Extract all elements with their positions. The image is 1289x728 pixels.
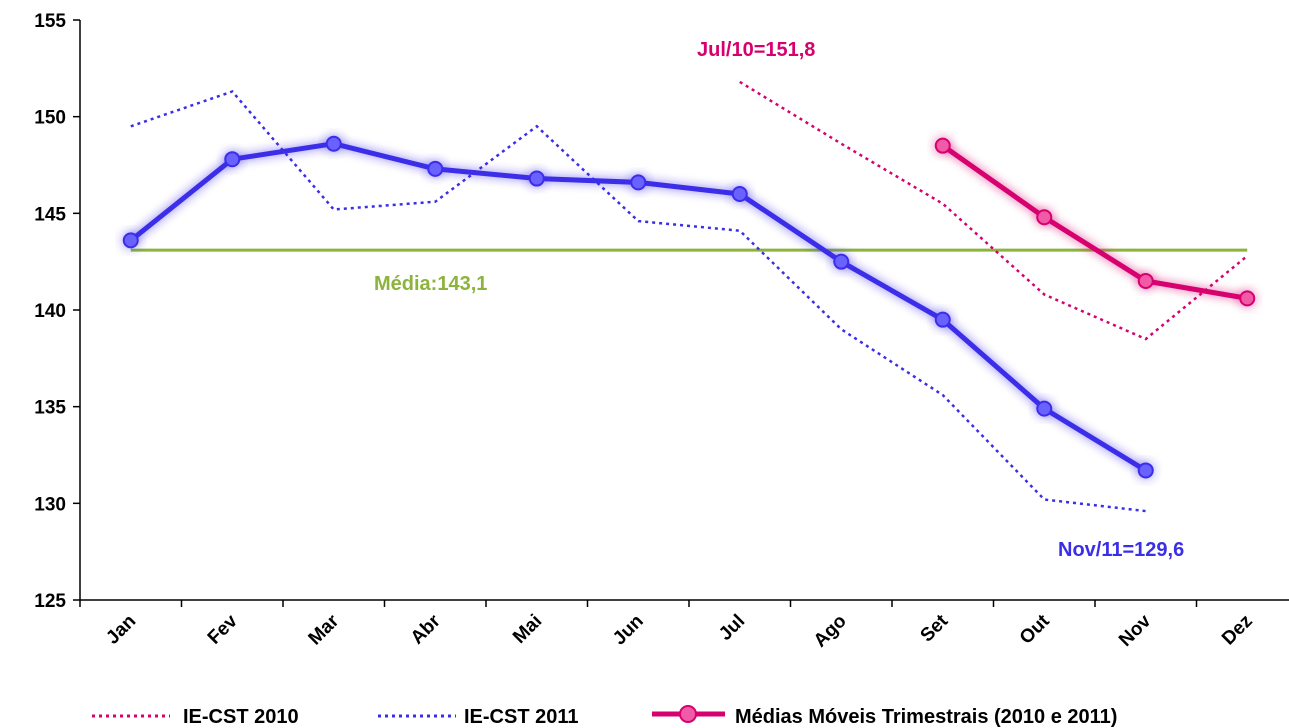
x-tick-label: Set: [917, 610, 953, 646]
data-point: [1036, 400, 1053, 417]
x-tick-label: Dez: [1218, 611, 1257, 650]
data-point: [833, 253, 850, 270]
data-point: [934, 137, 951, 154]
data-point: [1137, 462, 1154, 479]
data-point: [224, 151, 241, 168]
y-tick-label: 140: [34, 301, 66, 322]
x-tick-label: Jan: [102, 611, 140, 649]
series-line-dotted: [739, 80, 1249, 341]
data-point: [934, 311, 951, 328]
y-tick-label: 155: [34, 11, 66, 32]
x-tick-label: Out: [1016, 610, 1054, 648]
data-point: [1239, 290, 1256, 307]
y-tick-label: 135: [34, 398, 66, 419]
data-point: [1036, 209, 1053, 226]
annotations: Jul/10=151,8 Nov/11=129,6 Média:143,1: [374, 39, 1184, 561]
data-point: [1137, 273, 1154, 289]
y-tick-label: 125: [34, 591, 66, 612]
series-1: [130, 90, 1146, 513]
x-tick-label: Abr: [407, 610, 445, 648]
data-point: [528, 170, 545, 187]
legend-marker-moving-avg: [679, 705, 697, 723]
series-0: [739, 80, 1249, 341]
data-point: [630, 174, 647, 191]
legend-label-2011: IE-CST 2011: [464, 706, 579, 728]
annotation-nov11: Nov/11=129,6: [1058, 539, 1184, 561]
x-tick-label: Mar: [305, 610, 344, 649]
average-label: Média:143,1: [374, 273, 487, 295]
series-line-dotted: [130, 90, 1146, 513]
x-tick-label: Mai: [509, 611, 546, 648]
data-point: [731, 186, 748, 202]
y-tick-label: 150: [34, 108, 66, 129]
x-tick-label: Ago: [810, 611, 851, 652]
data-point: [325, 135, 342, 152]
x-tick-label: Jun: [609, 611, 648, 650]
series-line: [941, 143, 1248, 301]
data-point: [427, 160, 444, 177]
y-tick-label: 130: [34, 494, 66, 515]
y-tick-label: 145: [34, 204, 66, 225]
legend-label-2010: IE-CST 2010: [183, 706, 299, 728]
series-line-glow: [939, 141, 1249, 304]
x-tick-label: Jul: [715, 611, 749, 645]
series-3: [931, 134, 1259, 310]
series-2: [119, 132, 1157, 482]
data-point: [122, 232, 139, 249]
x-tick-label: Nov: [1115, 610, 1156, 651]
legend: IE-CST 2010 IE-CST 2011 Médias Móveis Tr…: [92, 705, 1117, 728]
x-tick-label: Fev: [204, 610, 242, 648]
legend-label-moving-avg: Médias Móveis Trimestrais (2010 e 2011): [735, 706, 1117, 728]
series-layer: [119, 80, 1259, 513]
annotation-jul10: Jul/10=151,8: [697, 39, 815, 61]
